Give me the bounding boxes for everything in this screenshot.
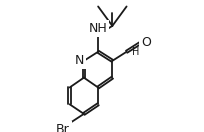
Text: Br: Br	[56, 123, 70, 132]
Text: H: H	[132, 47, 139, 57]
Text: NH: NH	[89, 22, 108, 35]
Text: O: O	[141, 36, 151, 49]
Text: N: N	[74, 54, 84, 67]
